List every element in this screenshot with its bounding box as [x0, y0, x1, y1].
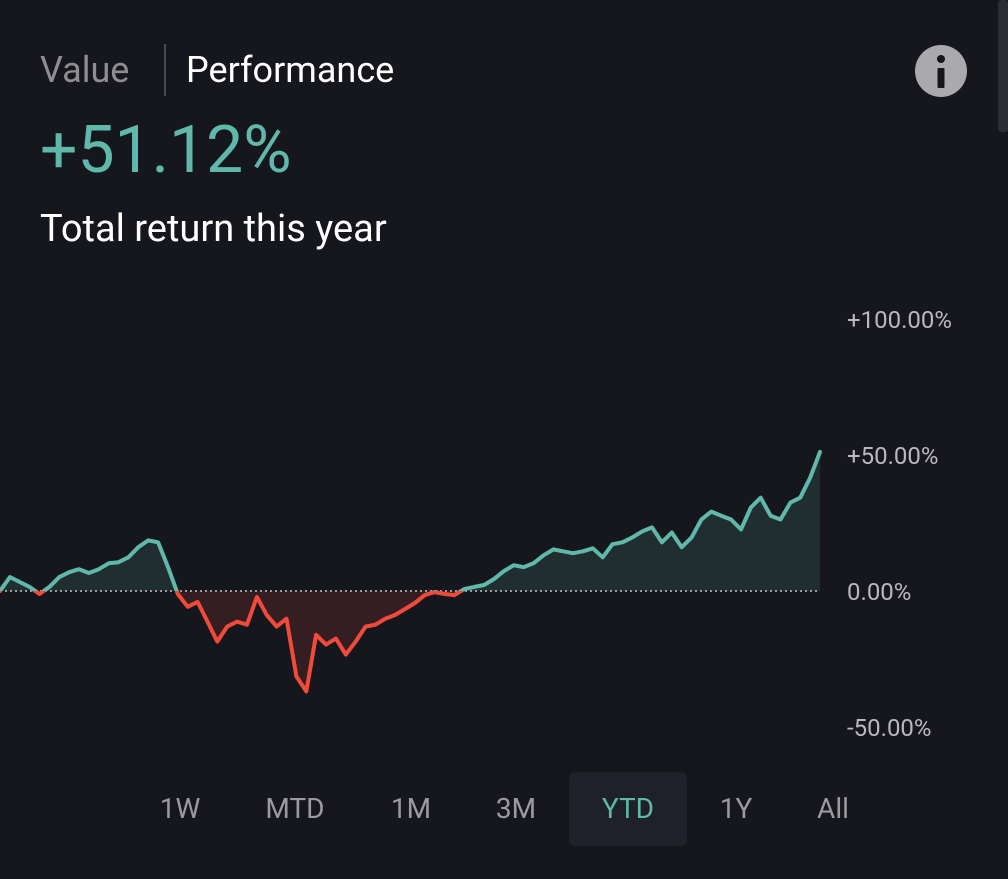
y-tick-label: +100.00% [847, 306, 952, 334]
range-button[interactable]: All [817, 792, 849, 825]
info-button[interactable] [915, 45, 967, 97]
return-value: +51.12% [40, 112, 292, 189]
tab[interactable]: Value [40, 49, 129, 91]
range-button[interactable]: 3M [496, 792, 536, 825]
y-tick-label: -50.00% [847, 714, 932, 742]
return-label: Total return this year [40, 207, 387, 251]
y-tick-label: 0.00% [847, 578, 911, 606]
range-button[interactable]: 1Y [720, 792, 753, 825]
y-tick-label: +50.00% [847, 442, 938, 470]
line [0, 450, 822, 694]
info-icon-stem [937, 68, 945, 88]
range-button[interactable]: 1M [391, 792, 431, 825]
info-icon-dot [937, 55, 945, 63]
range-selected-bg [569, 772, 687, 846]
tab[interactable]: Performance [186, 49, 394, 91]
range-button[interactable]: YTD [602, 792, 654, 825]
range-button[interactable]: 1W [160, 792, 201, 825]
range-button[interactable]: MTD [265, 792, 324, 825]
scrollbar [998, 0, 1008, 132]
area [0, 452, 820, 692]
